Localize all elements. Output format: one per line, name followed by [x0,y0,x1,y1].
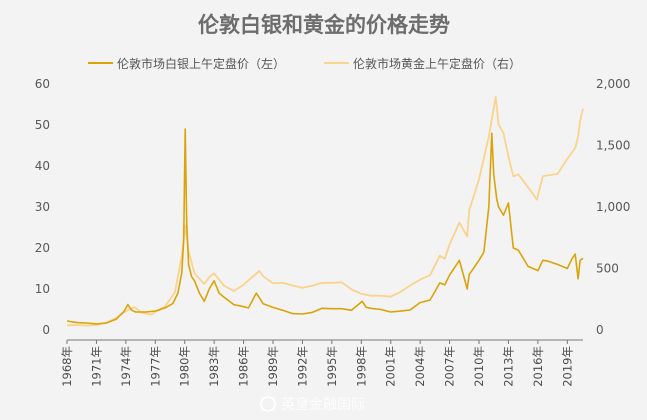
x-tick-label: 1983年 [207,346,221,387]
left-tick-label: 20 [35,241,50,255]
x-tick-label: 1971年 [89,346,103,387]
right-axis-ticks: 0 500 1,000 1,500 2,000 [596,77,630,337]
x-tick-label: 1974年 [119,346,133,387]
chart-title: 伦敦白银和黄金的价格走势 [198,13,450,37]
left-tick-label: 0 [42,323,50,337]
x-axis: 1968年 1971年 1974年 1977年 1980年 1983年 1986年 1989年… [60,339,583,387]
x-tick-label: 1992年 [295,346,309,387]
x-tick-label: 2001年 [384,346,398,387]
x-tick-label: 2004年 [413,346,427,387]
x-tick-label: 1977年 [148,346,162,387]
right-tick-label: 0 [596,323,604,337]
left-tick-label: 10 [35,282,50,296]
right-tick-label: 500 [596,262,619,276]
x-tick-label: 2019年 [560,346,574,387]
weibo-icon [260,396,276,412]
watermark-text: 英皇金融国际 [281,396,365,413]
x-tick-label: 1998年 [354,346,368,387]
right-tick-label: 1,500 [596,139,630,153]
x-tick-label: 2013年 [501,346,515,387]
left-tick-label: 40 [35,159,50,173]
left-tick-label: 30 [35,200,50,214]
legend-label-silver: 伦敦市场白银上午定盘价（左） [117,56,285,71]
left-tick-label: 60 [35,77,50,91]
x-tick-label: 1968年 [60,346,74,387]
x-tick-label: 2007年 [443,346,457,387]
x-tick-label: 2016年 [531,346,545,387]
series-layer [66,96,584,327]
right-tick-label: 1,000 [596,200,630,214]
watermark: 英皇金融国际 [260,396,365,413]
x-tick-label: 2010年 [472,346,486,387]
x-tick-label: 1980年 [178,346,192,387]
x-tick-label: 1986年 [237,346,251,387]
x-tick-label: 1989年 [266,346,280,387]
left-tick-label: 50 [35,118,50,132]
x-tick-label: 1995年 [325,346,339,387]
legend: 伦敦市场白银上午定盘价（左） 伦敦市场黄金上午定盘价（右） [88,56,521,71]
right-tick-label: 2,000 [596,77,630,91]
silver-price-line [66,128,584,325]
left-axis-ticks: 0 10 20 30 40 50 60 [35,77,50,337]
gold-price-line [66,96,584,327]
legend-label-gold: 伦敦市场黄金上午定盘价（右） [353,56,521,71]
